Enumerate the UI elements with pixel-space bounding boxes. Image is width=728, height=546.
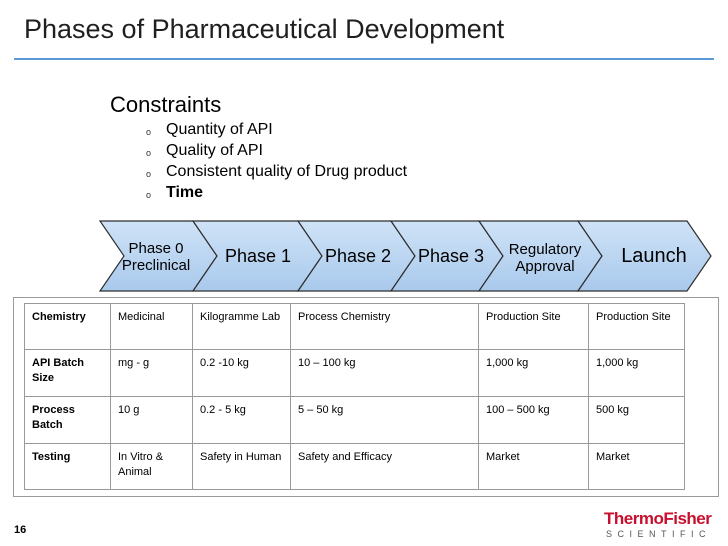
table-row: Process Batch 10 g 0.2 - 5 kg 5 – 50 kg 100 … — [24, 396, 685, 444]
launch-chevron — [576, 220, 712, 292]
logo-fisher: Fisher — [663, 509, 712, 528]
table-cell: 1,000 kg — [588, 349, 685, 397]
constraint-text: Time — [166, 183, 204, 201]
phase-0-label: Phase 0 Preclinical — [108, 236, 204, 278]
row-header-cell: Process Batch — [24, 396, 111, 444]
thermo-fisher-logo: ThermoFisher SCIENTIFIC — [604, 510, 722, 544]
constraint-text: Quality of API — [166, 141, 263, 159]
phase-0-line2: Preclinical — [121, 257, 191, 274]
regulatory-line1: Regulatory — [508, 240, 582, 258]
table-cell: 100 – 500 kg — [478, 396, 589, 444]
table-cell: Market — [478, 443, 589, 490]
table-cell: 0.2 -10 kg — [192, 349, 291, 397]
constraints-list: o Quantity of API o Quality of API o Con… — [146, 119, 407, 203]
row-header-cell: Chemistry — [24, 303, 111, 350]
phase-1-line1: Phase 1 — [224, 245, 292, 266]
constraint-item: o Quality of API — [146, 140, 407, 161]
phase-3-label: Phase 3 — [405, 236, 497, 276]
logo-wordmark: ThermoFisher — [604, 510, 722, 528]
table-cell: Safety in Human — [192, 443, 291, 490]
bullet-icon: o — [146, 147, 152, 158]
table-cell: 10 g — [110, 396, 193, 444]
phase-0-line1: Phase 0 — [128, 239, 184, 257]
constraint-item: o Quantity of API — [146, 119, 407, 140]
phase-1-label: Phase 1 — [210, 236, 306, 276]
phase-3-line1: Phase 3 — [417, 245, 485, 266]
launch-label: Launch — [608, 236, 700, 276]
table-row: Testing In Vitro & Animal Safety in Human S… — [24, 443, 685, 490]
table-cell: 5 – 50 kg — [290, 396, 479, 444]
regulatory-approval-label: Regulatory Approval — [496, 236, 594, 280]
table-cell: Production Site — [588, 303, 685, 350]
title-divider — [14, 58, 714, 60]
table-cell: Production Site — [478, 303, 589, 350]
table-cell: Safety and Efficacy — [290, 443, 479, 490]
constraint-item: o Consistent quality of Drug product — [146, 161, 407, 182]
table-cell: Kilogramme Lab — [192, 303, 291, 350]
launch-line1: Launch — [621, 244, 687, 267]
table-cell: Process Chemistry — [290, 303, 479, 350]
constraints-heading: Constraints — [110, 92, 222, 117]
table-row: API Batch Size mg - g 0.2 -10 kg 10 – 100 k… — [24, 349, 685, 397]
row-header-cell: Testing — [24, 443, 111, 490]
logo-scientific: SCIENTIFIC — [606, 529, 712, 539]
phase-requirements-table: Chemistry Medicinal Kilogramme Lab Process … — [24, 303, 685, 490]
table-cell: Market — [588, 443, 685, 490]
constraint-item: o Time — [146, 182, 407, 203]
table-cell: In Vitro & Animal — [110, 443, 193, 490]
table-row: Chemistry Medicinal Kilogramme Lab Process … — [24, 303, 685, 350]
row-header-cell: API Batch Size — [24, 349, 111, 397]
table-cell: 10 – 100 kg — [290, 349, 479, 397]
phase-2-label: Phase 2 — [312, 236, 404, 276]
slide-title: Phases of Pharmaceutical Development — [24, 14, 505, 44]
constraint-text: Quantity of API — [166, 120, 273, 138]
table-cell: 1,000 kg — [478, 349, 589, 397]
table-cell: 500 kg — [588, 396, 685, 444]
bullet-icon: o — [146, 189, 152, 200]
phase-2-line1: Phase 2 — [324, 245, 392, 266]
constraint-text: Consistent quality of Drug product — [166, 162, 408, 180]
bullet-icon: o — [146, 126, 152, 137]
regulatory-line2: Approval — [515, 258, 575, 275]
page-number: 16 — [14, 524, 27, 536]
bullet-icon: o — [146, 168, 152, 179]
table-cell: mg - g — [110, 349, 193, 397]
table-cell: Medicinal — [110, 303, 193, 350]
table-cell: 0.2 - 5 kg — [192, 396, 291, 444]
logo-thermo: Thermo — [604, 509, 664, 528]
